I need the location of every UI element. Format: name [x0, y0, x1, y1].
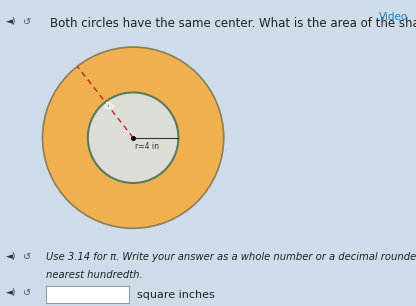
Text: ◄): ◄)	[6, 252, 17, 261]
Text: Video: Video	[379, 12, 408, 22]
Text: Use 3.14 for π. Write your answer as a whole number or a decimal rounded to the: Use 3.14 for π. Write your answer as a w…	[46, 252, 416, 263]
Text: nearest hundredth.: nearest hundredth.	[46, 270, 142, 280]
Circle shape	[88, 92, 178, 183]
Text: ◄): ◄)	[6, 17, 17, 26]
Text: 4b: 4b	[104, 103, 115, 111]
Text: r=4 in: r=4 in	[135, 142, 159, 151]
Circle shape	[42, 47, 224, 228]
Text: square inches: square inches	[137, 290, 215, 300]
Text: ↺: ↺	[23, 288, 31, 298]
Text: ↺: ↺	[23, 252, 31, 263]
Text: ↺: ↺	[23, 17, 31, 27]
Text: ◄): ◄)	[6, 288, 17, 297]
Text: Both circles have the same center. What is the area of the shaded region?: Both circles have the same center. What …	[50, 17, 416, 30]
